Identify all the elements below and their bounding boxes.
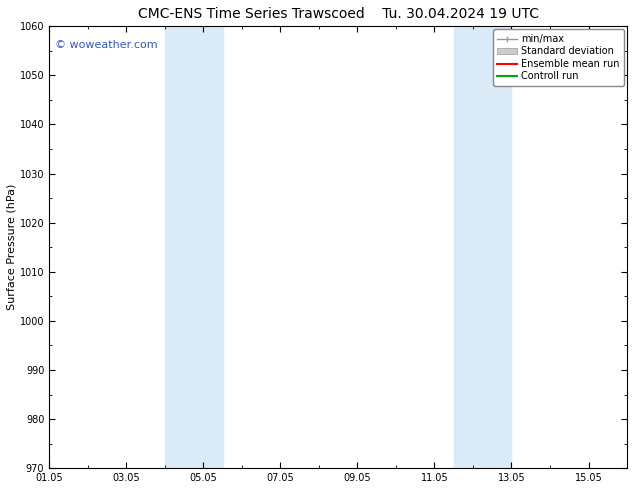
Y-axis label: Surface Pressure (hPa): Surface Pressure (hPa) <box>7 184 17 311</box>
Bar <box>454 26 512 468</box>
Bar <box>165 26 223 468</box>
Legend: min/max, Standard deviation, Ensemble mean run, Controll run: min/max, Standard deviation, Ensemble me… <box>493 29 624 86</box>
Title: CMC-ENS Time Series Trawscoed    Tu. 30.04.2024 19 UTC: CMC-ENS Time Series Trawscoed Tu. 30.04.… <box>138 7 539 21</box>
Text: © woweather.com: © woweather.com <box>55 40 158 49</box>
